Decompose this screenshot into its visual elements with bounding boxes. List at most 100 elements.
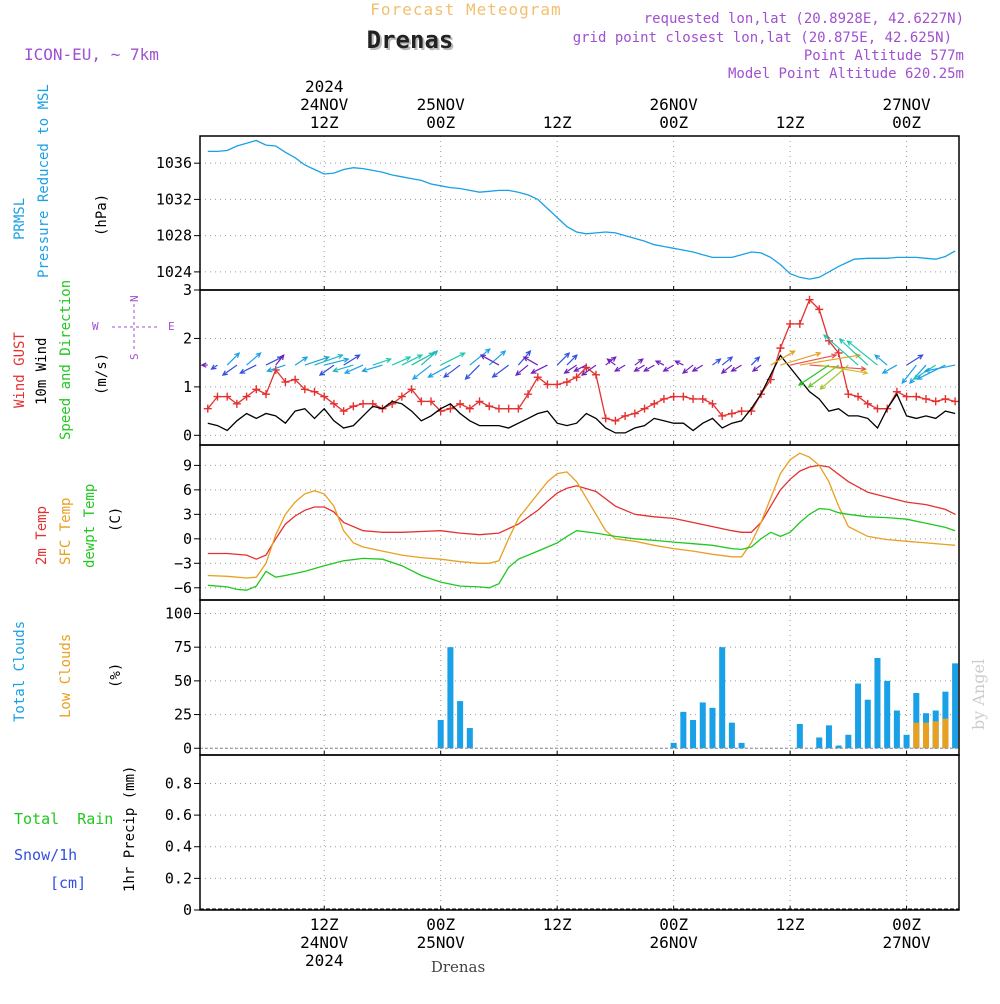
wind-arrow: [556, 352, 571, 366]
wind-gust-marker: [524, 390, 533, 399]
wind-arrow: [401, 354, 424, 366]
wind-gust-marker: [863, 399, 872, 408]
wind-gust-marker: [611, 416, 620, 425]
wind-gust-marker: [572, 373, 581, 382]
wind-arrow: [901, 364, 917, 385]
wind-gust-marker: [514, 404, 523, 413]
clouds-bar: [913, 722, 920, 749]
wind-arrow: [343, 364, 364, 374]
wind-arrow: [712, 358, 722, 366]
temp-ytick-label: 9: [183, 456, 192, 474]
precip-ytick-label: 0.4: [165, 838, 192, 856]
wind-gust-marker: [815, 305, 824, 314]
wind-arrow: [226, 352, 241, 366]
wind-gust-marker: [310, 387, 319, 396]
wind-series-1: [207, 354, 956, 434]
wind-gust-marker: [640, 404, 649, 413]
pressure-series-0: [207, 139, 956, 280]
wind-gust-marker: [562, 378, 571, 387]
wind-arrow: [239, 364, 257, 374]
watermark: by Angel: [969, 659, 988, 730]
clouds-bar: [680, 711, 687, 749]
wind-ytick-label: 0: [183, 426, 192, 444]
wind-gust-marker: [494, 404, 503, 413]
wind-arrow: [691, 364, 704, 372]
wind-10m-label: 10m Wind: [34, 338, 50, 405]
clouds-bar: [466, 728, 473, 749]
wind-gust-marker: [582, 363, 591, 372]
clouds-ytick-label: 100: [165, 604, 192, 622]
wind-arrow: [266, 364, 286, 373]
clouds-ytick-label: 25: [174, 706, 192, 724]
clouds-bar: [913, 693, 920, 749]
temp-ytick-label: 3: [183, 505, 192, 523]
wind-ytick-label: 2: [183, 329, 192, 347]
wind-dir-label: Speed and Direction: [58, 280, 74, 440]
temp-frame: [199, 444, 960, 601]
bottom-time-label: 12Z: [543, 915, 572, 934]
wind-gust-marker: [592, 370, 600, 379]
wind-gust-marker: [902, 392, 911, 401]
top-time-label: 26NOV: [650, 95, 699, 114]
wind-gust-marker: [300, 385, 309, 394]
total-rain-label: Total Rain: [14, 810, 113, 828]
wind-gust-marker: [630, 409, 639, 418]
precip-frame: [199, 754, 960, 911]
clouds-bar: [855, 683, 862, 749]
wind-arrow: [391, 356, 412, 366]
wind-gust-marker: [601, 414, 610, 423]
wind-arrow: [420, 350, 439, 366]
wind-ytick-label: 3: [183, 281, 192, 299]
clouds-bar: [719, 647, 726, 749]
wind-gust-marker: [776, 344, 785, 353]
wind-arrow: [823, 334, 859, 366]
wind-gust-marker: [456, 399, 465, 408]
low-clouds-label: Low Clouds: [58, 634, 74, 718]
wind-gust-marker: [359, 399, 368, 408]
wind-ytick-label: 1: [183, 378, 192, 396]
pressure-frame: [199, 135, 960, 291]
compass-s: S: [128, 353, 141, 360]
wind-gust-marker: [951, 397, 960, 406]
wind-gust-marker: [281, 378, 290, 387]
wind-gust-marker: [349, 402, 358, 411]
wind-gust-marker: [922, 394, 930, 403]
top-time-label: 12Z: [776, 113, 805, 132]
temp-ytick-label: 6: [183, 481, 192, 499]
wind-gust-marker: [727, 409, 736, 418]
wind-arrow: [770, 350, 796, 366]
location-title: Drenas: [367, 26, 454, 54]
pressure-ytick-label: 1036: [156, 154, 192, 172]
clouds-ytick-label: 50: [174, 672, 192, 690]
total-clouds-label: Total Clouds: [12, 621, 28, 722]
bottom-time-label: 2024: [305, 951, 344, 970]
wind-gust-marker: [291, 375, 300, 384]
temp-sfc-label: SFC Temp: [58, 498, 74, 565]
clouds-bar: [893, 710, 900, 749]
wind-arrow: [613, 364, 626, 372]
pressure-panel: 1024 1028 1032 1036: [156, 135, 960, 291]
compass-n: N: [128, 295, 141, 302]
wind-gust-marker: [912, 392, 921, 401]
temp-ytick-label: 0: [183, 530, 192, 548]
wind-gust-marker: [446, 404, 455, 413]
wind-arrow: [819, 364, 849, 390]
wind-arrow: [881, 364, 898, 374]
wind-arrow: [563, 364, 577, 374]
wind-arrow: [721, 356, 734, 366]
wind-gust-marker: [213, 392, 222, 401]
wind-gust-marker: [698, 394, 707, 403]
wind-gust-marker: [650, 399, 659, 408]
wind-gust-marker: [271, 365, 280, 374]
pressure-ytick-label: 1028: [156, 227, 192, 245]
wind-gust-marker: [844, 390, 853, 399]
wind-gust-marker: [417, 397, 426, 406]
wind-arrow: [909, 364, 927, 385]
wind-gust-marker: [232, 399, 241, 408]
top-time-label: 2024: [305, 77, 344, 96]
wind-gust-marker: [252, 385, 261, 394]
compass-rose: N S W E: [92, 295, 175, 360]
wind-arrow: [443, 364, 461, 378]
bottom-time-label: 00Z: [426, 915, 455, 934]
wind-gust-marker: [689, 394, 698, 403]
